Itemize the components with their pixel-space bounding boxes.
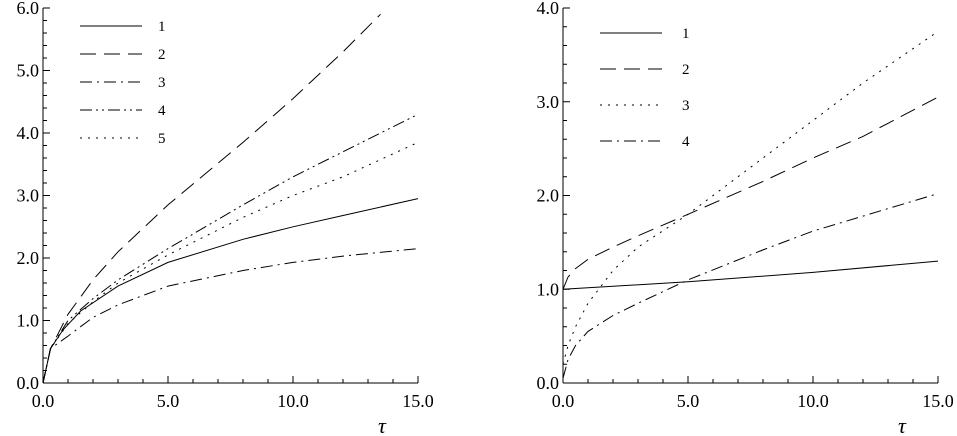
series-5-line (42, 141, 419, 384)
y-tick-label: 3.0 (17, 186, 40, 206)
x-axis-label: τ (898, 413, 907, 436)
y-tick-label: 4.0 (17, 123, 40, 143)
x-tick-label: 5.0 (677, 391, 700, 411)
series-3-line (42, 248, 419, 384)
chart-panel-1: 0.0 5.0 10.0 15.0 0.0 1.0 2.0 3.0 4.0 5.0 6.0 τ 1 2 3 4… (17, 0, 434, 436)
x-axis-label: τ (378, 413, 387, 436)
x-tick-label: 0.0 (552, 391, 575, 411)
series-2-line (562, 96, 939, 290)
y-tick-label: 1.0 (537, 279, 560, 299)
x-tick-label: 5.0 (157, 391, 180, 411)
series-4-line (42, 113, 419, 384)
series-3-line (562, 30, 939, 365)
series-1-line (42, 198, 419, 384)
y-tick-label: 0.0 (537, 373, 560, 393)
x-tick-label: 10.0 (797, 391, 829, 411)
x-tick-label: 0.0 (32, 391, 55, 411)
y-tick-label: 2.0 (17, 248, 40, 268)
legend-label-3: 3 (158, 75, 166, 91)
legend-label-4: 4 (158, 103, 166, 119)
series-1-line (562, 260, 939, 290)
legend-label-2: 2 (158, 47, 166, 63)
y-tick-label: 5.0 (17, 61, 40, 81)
y-tick-label: 1.0 (17, 311, 40, 331)
series-4-line (562, 193, 939, 379)
y-tick-label: 6.0 (17, 0, 40, 18)
legend-label-1: 1 (682, 26, 690, 42)
x-tick-label: 15.0 (402, 391, 434, 411)
legend-label-3: 3 (682, 98, 690, 114)
legend-label-4: 4 (682, 134, 690, 150)
series-2-line (42, 13, 381, 384)
chart-panel-2: 0.0 5.0 10.0 15.0 0.0 1.0 2.0 3.0 4.0 τ 1 2 3 4 (537, 0, 954, 436)
legend-label-5: 5 (158, 131, 166, 147)
y-tick-label: 0.0 (17, 373, 40, 393)
legend-label-1: 1 (158, 19, 166, 35)
x-tick-label: 10.0 (277, 391, 309, 411)
y-tick-label: 4.0 (537, 0, 560, 18)
y-tick-label: 2.0 (537, 186, 560, 206)
x-tick-label: 15.0 (922, 391, 954, 411)
legend-label-2: 2 (682, 62, 690, 78)
y-tick-label: 3.0 (537, 92, 560, 112)
